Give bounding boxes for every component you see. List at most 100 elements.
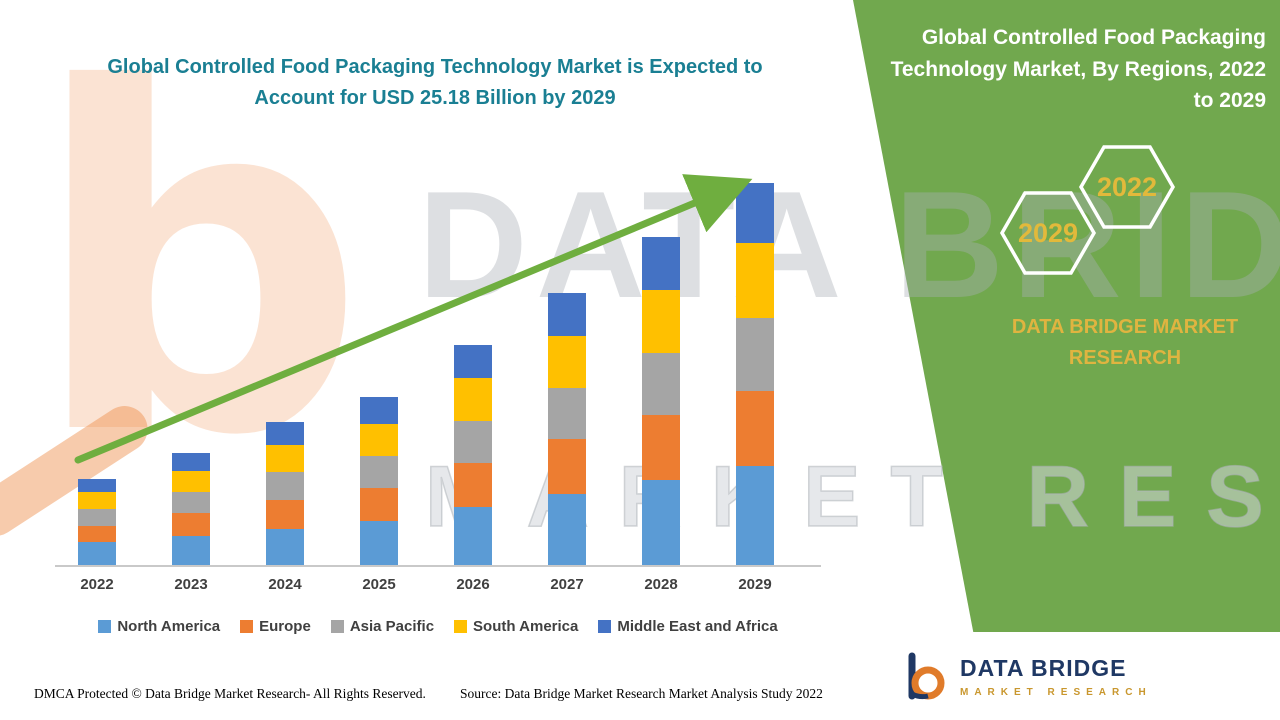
bar-segment-south-america	[172, 470, 210, 493]
bar-segment-europe	[736, 390, 774, 467]
x-axis-label-2025: 2025	[362, 576, 396, 593]
stacked-bar-2025	[360, 396, 398, 565]
bar-segment-north-america	[266, 528, 304, 565]
bar-column-2027	[520, 183, 614, 565]
stacked-bar-2026	[454, 345, 492, 565]
legend-item-asia-pacific: Asia Pacific	[330, 618, 435, 635]
bar-segment-middle-east-and-africa	[78, 478, 116, 493]
bar-segment-south-america	[642, 290, 680, 353]
bar-segment-europe	[548, 439, 586, 494]
bar-segment-south-america	[454, 378, 492, 421]
x-axis-label-2024: 2024	[268, 576, 302, 593]
year-hexagons: 2022 2029	[999, 145, 1176, 275]
legend-swatch-middle-east-and-africa	[598, 620, 612, 633]
bar-column-2028	[614, 183, 708, 565]
stacked-bar-2022	[78, 478, 116, 565]
chart-legend: North America Europe Asia Pacific South Ame…	[55, 618, 821, 635]
hexagon-2022-label: 2022	[1097, 172, 1157, 202]
legend-item-middle-east-and-africa: Middle East and Africa	[598, 618, 778, 635]
plot-area	[50, 183, 802, 565]
x-axis-label-2028: 2028	[644, 576, 678, 593]
chart-title-line2: Account for USD 25.18 Billion by 2029	[254, 87, 616, 109]
logo-card: DATA BRIDGE MARKET RESEARCH	[878, 632, 1280, 720]
bar-segment-north-america	[736, 466, 774, 565]
bar-segment-asia-pacific	[78, 508, 116, 526]
bar-segment-north-america	[642, 480, 680, 565]
chart-title-line1: Global Controlled Food Packaging Technol…	[107, 56, 763, 78]
x-axis-labels: 2022 2023 2024 2025 2026 2027 2028 2029	[50, 576, 802, 593]
bar-segment-south-america	[360, 423, 398, 456]
legend-label-middle-east-and-africa: Middle East and Africa	[617, 618, 778, 635]
x-axis-label-2022: 2022	[80, 576, 114, 593]
bar-segment-europe	[642, 414, 680, 481]
legend-label-south-america: South America	[473, 618, 579, 635]
chart-title: Global Controlled Food Packaging Technol…	[95, 52, 775, 114]
bar-segment-asia-pacific	[454, 420, 492, 464]
brand-line2: RESEARCH	[1068, 347, 1182, 369]
data-bridge-logo-icon	[908, 652, 945, 700]
legend-item-europe: Europe	[240, 618, 311, 635]
stacked-bar-2027	[548, 293, 586, 565]
legend-swatch-south-america	[454, 620, 468, 633]
bar-column-2026	[426, 183, 520, 565]
legend-item-north-america: North America	[98, 618, 220, 635]
bar-segment-asia-pacific	[736, 317, 774, 391]
bar-segment-europe	[78, 525, 116, 543]
brand-wordmark: DATA BRIDGE MARKET RESEARCH	[960, 312, 1280, 374]
bar-segment-north-america	[548, 493, 586, 565]
bar-segment-middle-east-and-africa	[172, 452, 210, 471]
bar-segment-middle-east-and-africa	[454, 345, 492, 379]
bar-segment-europe	[266, 499, 304, 529]
bar-segment-asia-pacific	[360, 455, 398, 488]
bar-segment-south-america	[266, 445, 304, 473]
x-axis-label-2027: 2027	[550, 576, 584, 593]
brand-line1: DATA BRIDGE MARKET	[1011, 316, 1239, 338]
stacked-bar-2029	[736, 183, 774, 565]
hexagon-2022	[1078, 145, 1176, 229]
bar-column-2024	[238, 183, 332, 565]
legend-swatch-north-america	[98, 620, 112, 633]
bar-segment-south-america	[548, 335, 586, 388]
legend-swatch-europe	[240, 620, 254, 633]
hexagon-2029-label: 2029	[1018, 218, 1078, 248]
stacked-bar-2028	[642, 237, 680, 565]
bar-segment-asia-pacific	[548, 387, 586, 440]
bar-segment-europe	[454, 463, 492, 508]
trend-arrow	[74, 174, 753, 464]
trend-arrow-line	[74, 174, 753, 464]
legend-label-asia-pacific: Asia Pacific	[349, 618, 435, 635]
bar-segment-middle-east-and-africa	[360, 396, 398, 424]
bar-segment-europe	[172, 513, 210, 537]
legend-item-south-america: South America	[454, 618, 578, 635]
logo-tagline: MARKET RESEARCH	[960, 686, 1152, 698]
x-axis-label-2023: 2023	[174, 576, 208, 593]
x-axis-label-2029: 2029	[738, 576, 772, 593]
bar-segment-middle-east-and-africa	[266, 422, 304, 446]
bar-segment-asia-pacific	[266, 472, 304, 500]
x-axis-label-2026: 2026	[456, 576, 490, 593]
bar-column-2025	[332, 183, 426, 565]
bar-segment-asia-pacific	[642, 352, 680, 415]
bar-column-2023	[144, 183, 238, 565]
brand-b-watermark: b	[30, 0, 367, 538]
legend-swatch-asia-pacific	[330, 620, 344, 633]
bar-segment-north-america	[78, 542, 116, 565]
stacked-bar-2024	[266, 422, 304, 565]
x-axis-line	[55, 565, 821, 567]
hexagon-2029	[999, 191, 1097, 275]
legend-label-north-america: North America	[117, 618, 221, 635]
bar-segment-middle-east-and-africa	[642, 237, 680, 291]
bar-segment-south-america	[736, 243, 774, 318]
source-note: Source: Data Bridge Market Research Mark…	[460, 686, 823, 701]
bar-segment-asia-pacific	[172, 492, 210, 514]
logo-name: DATA BRIDGE	[960, 654, 1127, 681]
bar-segment-europe	[360, 487, 398, 522]
panel-title: Global Controlled Food Packaging Technol…	[890, 26, 1266, 112]
bar-column-2022	[50, 183, 144, 565]
legend-label-europe: Europe	[259, 618, 311, 635]
bar-segment-north-america	[172, 536, 210, 565]
bar-segment-north-america	[454, 507, 492, 565]
bar-segment-middle-east-and-africa	[548, 293, 586, 336]
bar-segment-north-america	[360, 521, 398, 565]
